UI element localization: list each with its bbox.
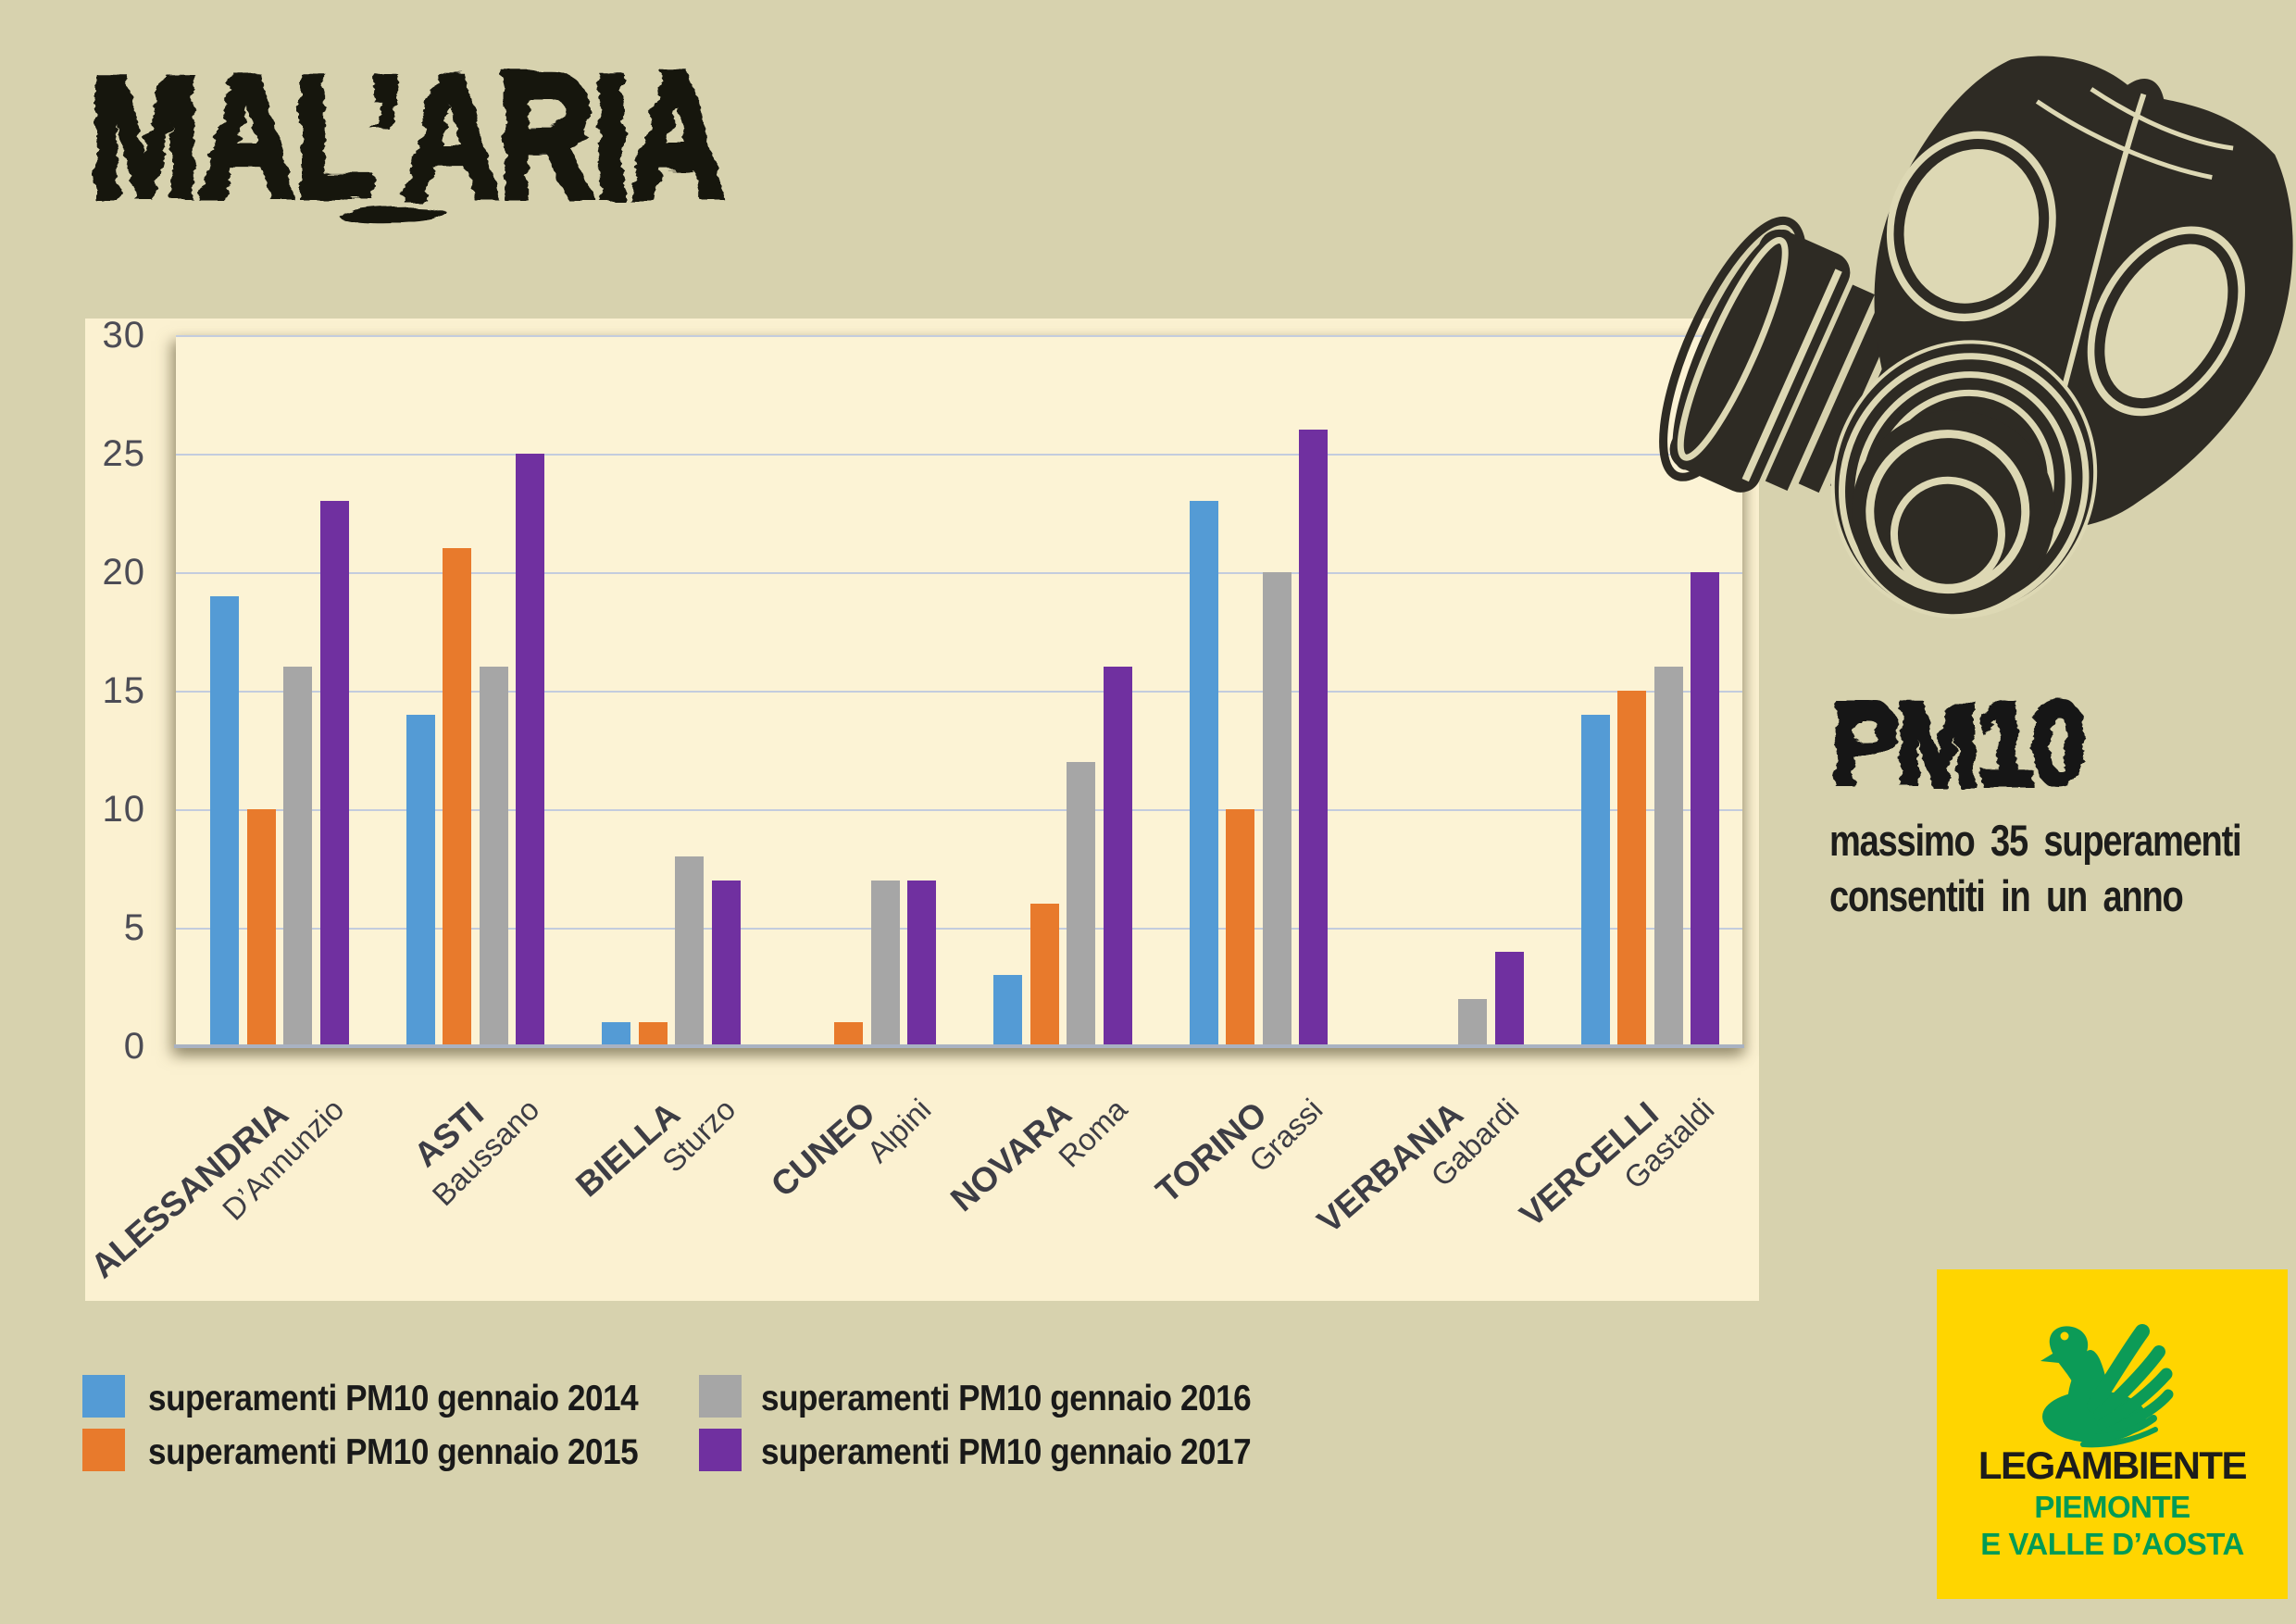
- svg-text:MAL’ARIA: MAL’ARIA: [89, 38, 724, 235]
- svg-text:PM10: PM10: [1831, 678, 2085, 807]
